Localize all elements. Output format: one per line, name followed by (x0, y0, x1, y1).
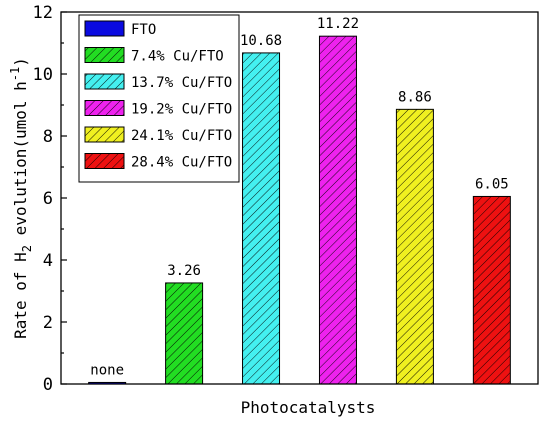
data-label: 8.86 (398, 89, 432, 105)
y-axis-title: Rate of H2 evolution(umol h-1) (8, 57, 34, 339)
y-tick-label: 0 (43, 375, 53, 395)
bars-group (88, 35, 511, 385)
y-tick-label: 10 (33, 65, 53, 85)
bar-hatch (165, 282, 203, 384)
legend-swatch-hatch (85, 47, 124, 63)
bar-hatch (242, 52, 280, 385)
y-tick-label: 8 (43, 127, 53, 147)
legend-label: FTO (131, 22, 156, 38)
legend-label: 28.4% Cu/FTO (131, 155, 232, 171)
legend-label: 13.7% Cu/FTO (131, 75, 232, 91)
legend-swatch (84, 20, 125, 37)
data-label: 10.68 (240, 33, 282, 49)
legend-swatch-hatch (85, 74, 124, 89)
y-tick-label: 6 (43, 189, 53, 209)
legend-label: 24.1% Cu/FTO (131, 128, 232, 144)
legend-swatch-hatch (85, 153, 124, 169)
data-label: 6.05 (475, 176, 509, 192)
x-axis-title: Photocatalysts (241, 398, 376, 417)
bar-hatch (319, 36, 357, 385)
data-label: 3.26 (167, 263, 201, 279)
y-tick-label: 4 (43, 251, 53, 271)
y-ticks-group: 0 2 4 6 8 10 12 (33, 3, 67, 395)
data-label: none (90, 362, 124, 378)
bar-hatch (396, 109, 434, 384)
data-labels-group: none 3.26 10.68 11.22 8.86 6.05 (90, 16, 508, 378)
y-tick-label: 2 (43, 313, 53, 333)
legend: FTO 7.4% Cu/FTO 13.7% Cu/FTO 19.2% Cu/FTO 24… (78, 14, 240, 183)
legend-swatch-hatch (85, 127, 124, 142)
legend-label: 19.2% Cu/FTO (131, 102, 232, 118)
legend-label: 7.4% Cu/FTO (131, 49, 224, 65)
legend-swatch-hatch (85, 100, 124, 116)
y-tick-label: 12 (33, 3, 53, 23)
data-label: 11.22 (317, 16, 359, 32)
bar-hatch (473, 196, 511, 384)
